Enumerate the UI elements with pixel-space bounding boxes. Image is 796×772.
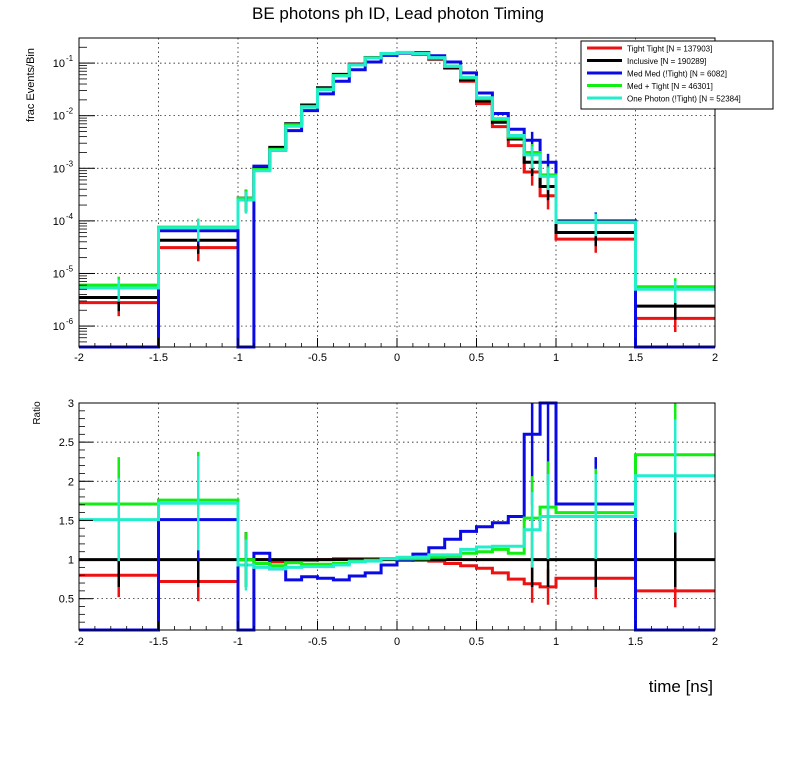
top-x-tick-label: -2 <box>74 352 84 364</box>
ratio-x-tick-label: 0 <box>394 636 400 648</box>
top-x-tick-label: 0 <box>394 352 400 364</box>
legend-label: Med + Tight [N = 46301] <box>627 82 713 91</box>
top-y-tick-label: 10 <box>53 58 65 70</box>
ratio-x-tick-label: 2 <box>712 636 718 648</box>
ratio-plot: -2 -1.5 -1 -0.5 0 0.5 1 1.5 20.511.522.53 Ratio … <box>32 398 718 696</box>
legend-label: Tight Tight [N = 137903] <box>627 45 712 54</box>
top-y-tick-exponent: -1 <box>66 54 74 63</box>
ratio-axes: -2 -1.5 -1 -0.5 0 0.5 1 1.5 2 0.5 1 1.5 2 2.5 3 <box>59 398 718 648</box>
ratio-x-tick-label: 1.5 <box>628 636 643 648</box>
top-y-tick-exponent: -4 <box>66 212 74 221</box>
top-y-tick-exponent: -6 <box>66 317 74 326</box>
ratio-y-axis-label: Ratio <box>32 401 43 425</box>
top-x-tick-label: 2 <box>712 352 718 364</box>
top-y-tick-exponent: -2 <box>66 107 74 116</box>
ratio-x-tick-label: 1 <box>553 636 559 648</box>
top-y-tick-exponent: -5 <box>66 264 74 273</box>
legend-label: Inclusive [N = 190289] <box>627 57 706 66</box>
top-series-line <box>79 50 715 291</box>
top-y-tick-label: 10 <box>53 216 65 228</box>
top-y-tick-label: 10 <box>53 111 65 123</box>
top-x-tick-label: 1.5 <box>628 352 643 364</box>
top-y-tick-label: 10 <box>53 321 65 333</box>
legend-label: Med Med (!Tight) [N = 6082] <box>627 70 727 79</box>
x-axis-label: time [ns] <box>649 677 713 696</box>
top-x-tick-label: 1 <box>553 352 559 364</box>
ratio-x-tick-label: -1.5 <box>149 636 168 648</box>
legend-label: One Photon (!Tight) [N = 52384] <box>627 95 741 104</box>
top-plot: -2 -1.5 -1 -0.5 0 0.5 1 1.5 210-610-510-410 -310-… <box>25 37 718 364</box>
top-y-tick-label: 10 <box>53 268 65 280</box>
top-y-tick-exponent: -3 <box>66 159 74 168</box>
legend: Tight Tight [N = 137903] Inclusive [N = 1… <box>580 40 774 110</box>
ratio-x-tick-label: -2 <box>74 636 84 648</box>
ratio-y-tick-label: 0.5 <box>59 594 74 606</box>
top-y-tick-label: 10 <box>53 163 65 175</box>
ratio-x-tick-label: 0.5 <box>469 636 484 648</box>
top-x-tick-label: -1 <box>233 352 243 364</box>
ratio-y-tick-label: 2 <box>68 476 74 488</box>
ratio-x-tick-label: -1 <box>233 636 243 648</box>
top-x-tick-label: 0.5 <box>469 352 484 364</box>
ratio-y-tick-label: 1 <box>68 555 74 567</box>
ratio-histograms <box>79 401 715 632</box>
ratio-y-tick-label: 1.5 <box>59 515 74 527</box>
top-histograms <box>79 50 715 349</box>
top-axes: -2 -1.5 -1 -0.5 0 0.5 1 1.5 210-610-510-410 -310-… <box>53 46 718 364</box>
chart-title: BE photons ph ID, Lead photon Timing <box>252 4 544 23</box>
top-x-tick-label: -0.5 <box>308 352 327 364</box>
ratio-y-tick-label: 3 <box>68 398 74 410</box>
ratio-series-line <box>79 474 715 571</box>
top-x-tick-label: -1.5 <box>149 352 168 364</box>
ratio-x-tick-label: -0.5 <box>308 636 327 648</box>
ratio-y-tick-label: 2.5 <box>59 437 74 449</box>
top-y-axis-label: frac Events/Bin <box>25 48 37 122</box>
